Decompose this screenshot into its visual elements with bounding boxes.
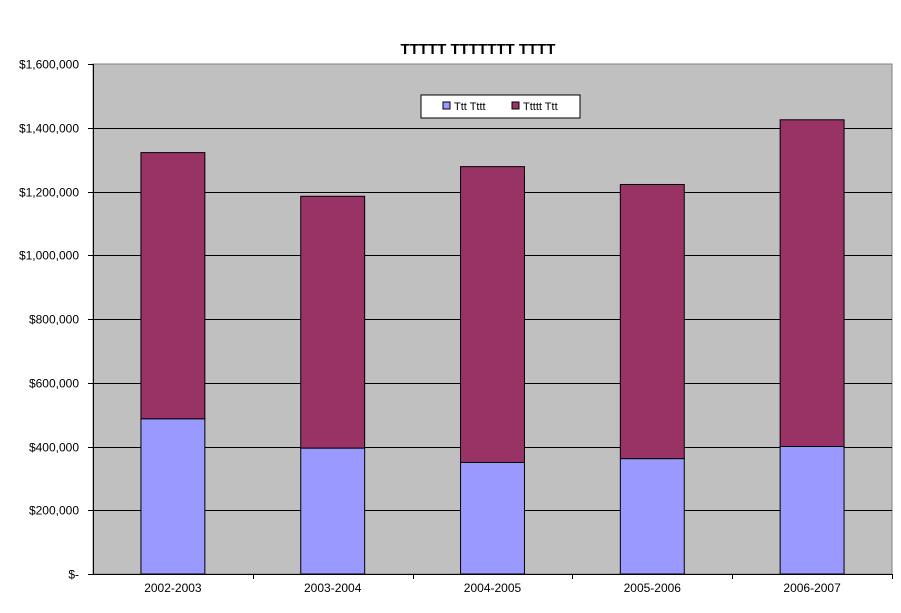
legend-label: Ttttt Ttt [523, 101, 558, 113]
legend-box [420, 94, 581, 119]
y-tick-labels: $- $200,000 $400,000 $600,000 $800,000 $1,000… [19, 58, 79, 582]
x-tick-label: 2006-2007 [783, 581, 841, 595]
x-tick-label: 2003-2004 [304, 581, 362, 595]
bar-segment [140, 418, 206, 575]
bar-segment [619, 458, 685, 575]
chart-title: TTTTT TTTTTTT TTTT [401, 41, 556, 58]
y-tick-label: $- [68, 568, 79, 582]
bar-segment [300, 195, 366, 449]
legend-label: Ttt Tttt [454, 101, 486, 113]
y-tick-label: $1,400,000 [19, 122, 79, 136]
x-tick-label: 2004-2005 [464, 581, 522, 595]
bar-segment [460, 461, 525, 575]
bar-segment [619, 183, 685, 460]
y-tick-label: $1,600,000 [19, 58, 79, 72]
y-tick-label: $800,000 [29, 313, 79, 327]
legend-swatch [511, 101, 520, 110]
legend-swatch [442, 101, 451, 110]
y-tick-label: $200,000 [29, 504, 79, 518]
bar-segment [300, 447, 366, 575]
bar-segment [460, 166, 525, 463]
bars [140, 119, 845, 575]
x-tick-labels: 2002-2003 2003-2004 2004-2005 2005-2006 2006… [144, 581, 841, 595]
bar-segment [779, 119, 845, 447]
bar-segment [140, 152, 206, 420]
bar-segment [779, 446, 845, 575]
y-tick-label: $1,200,000 [19, 186, 79, 200]
x-tick-label: 2005-2006 [624, 581, 682, 595]
axes [88, 64, 893, 579]
y-tick-label: $400,000 [29, 441, 79, 455]
y-tick-label: $1,000,000 [19, 249, 79, 263]
y-tick-label: $600,000 [29, 377, 79, 391]
legend: Ttt Tttt Ttttt Ttt [420, 94, 581, 119]
x-tick-label: 2002-2003 [144, 581, 202, 595]
